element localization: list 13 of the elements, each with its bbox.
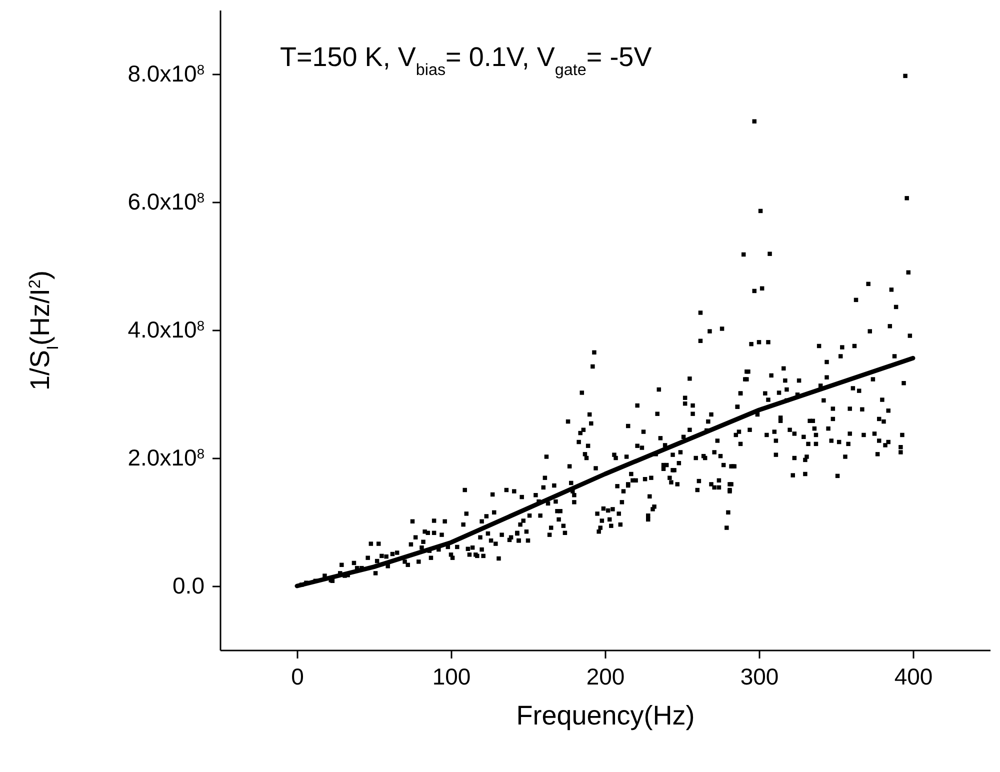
x-tick-label: 300 bbox=[740, 664, 779, 690]
annotation: T=150 K, V$_{bias}$= 0.1V, V$_{gate}$= -5V bbox=[280, 42, 652, 79]
y-tick-label: 4.0x10$^{8}$ bbox=[128, 316, 205, 342]
line-series bbox=[294, 356, 916, 588]
x-tick-label: 400 bbox=[894, 664, 933, 690]
x-axis-title: Frequency(Hz) bbox=[516, 700, 695, 730]
y-tick-label: 2.0x10$^{8}$ bbox=[128, 444, 205, 470]
x-tick-label: 100 bbox=[432, 664, 471, 690]
x-tick-label: 0 bbox=[291, 664, 304, 690]
x-tick-label: 200 bbox=[586, 664, 625, 690]
y-tick-label: 8.0x10$^{8}$ bbox=[128, 60, 205, 86]
y-tick-label: 0.0 bbox=[172, 572, 204, 598]
y-tick-label: 6.0x10$^{8}$ bbox=[128, 188, 205, 214]
